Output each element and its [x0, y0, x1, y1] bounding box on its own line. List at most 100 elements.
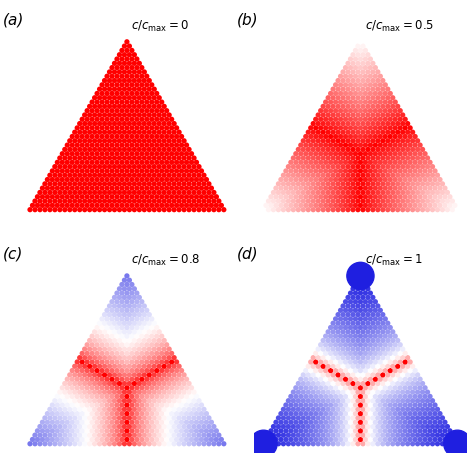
Point — [175, 146, 183, 153]
Point — [121, 137, 128, 145]
Point — [366, 90, 374, 97]
Point — [434, 180, 441, 188]
Point — [359, 380, 367, 387]
Point — [91, 163, 99, 171]
Point — [126, 128, 133, 136]
Point — [334, 206, 342, 213]
Point — [128, 401, 136, 409]
Point — [86, 431, 93, 439]
Point — [108, 124, 116, 132]
Point — [81, 137, 89, 145]
Point — [369, 380, 377, 387]
Point — [93, 427, 101, 435]
Point — [339, 319, 347, 327]
Point — [66, 206, 73, 213]
Point — [376, 193, 384, 201]
Point — [307, 427, 315, 435]
Point — [163, 124, 171, 132]
Point — [356, 55, 364, 63]
Point — [118, 73, 126, 80]
Point — [342, 184, 349, 192]
Point — [106, 371, 113, 379]
Point — [364, 285, 372, 292]
Point — [376, 427, 384, 435]
Point — [304, 172, 312, 179]
Point — [344, 111, 352, 119]
Point — [356, 436, 364, 443]
Point — [76, 380, 83, 387]
Point — [337, 141, 344, 149]
Point — [282, 176, 290, 183]
Point — [324, 414, 332, 422]
Point — [73, 176, 81, 183]
Point — [193, 176, 201, 183]
Point — [324, 363, 332, 370]
Point — [366, 98, 374, 106]
Point — [153, 392, 161, 400]
Point — [290, 414, 297, 422]
Point — [280, 189, 287, 196]
Point — [116, 102, 123, 110]
Point — [352, 401, 359, 409]
Point — [106, 206, 113, 213]
Point — [165, 363, 173, 370]
Point — [108, 158, 116, 166]
Point — [123, 392, 131, 400]
Point — [329, 354, 337, 362]
Point — [93, 98, 101, 106]
Point — [349, 128, 357, 136]
Point — [118, 141, 126, 149]
Point — [155, 328, 163, 336]
Point — [317, 107, 325, 114]
Point — [165, 197, 173, 205]
Point — [359, 345, 367, 353]
Point — [51, 189, 59, 196]
Point — [173, 392, 181, 400]
Point — [369, 397, 377, 404]
Point — [106, 85, 113, 93]
Point — [384, 120, 392, 128]
Point — [392, 176, 399, 183]
Point — [369, 189, 377, 196]
Point — [133, 315, 141, 323]
Point — [136, 180, 143, 188]
Point — [344, 423, 352, 430]
Point — [136, 371, 143, 379]
Point — [372, 367, 379, 374]
Point — [96, 120, 103, 128]
Point — [419, 423, 427, 430]
Point — [401, 116, 409, 123]
Point — [349, 102, 357, 110]
Point — [86, 154, 93, 162]
Point — [88, 332, 96, 340]
Point — [86, 102, 93, 110]
Point — [111, 206, 118, 213]
Point — [372, 107, 379, 114]
Point — [369, 431, 377, 439]
Point — [133, 55, 141, 63]
Point — [150, 180, 158, 188]
Point — [364, 85, 372, 93]
Point — [38, 193, 46, 201]
Point — [302, 158, 310, 166]
Point — [384, 163, 392, 171]
Point — [434, 206, 441, 213]
Point — [436, 436, 444, 443]
Point — [46, 414, 54, 422]
Point — [290, 206, 297, 213]
Point — [113, 201, 121, 209]
Point — [349, 293, 357, 301]
Point — [91, 197, 99, 205]
Point — [414, 146, 421, 153]
Point — [354, 197, 362, 205]
Point — [344, 189, 352, 196]
Point — [58, 201, 66, 209]
Point — [210, 189, 218, 196]
Point — [108, 375, 116, 383]
Point — [337, 375, 344, 383]
Point — [148, 158, 155, 166]
Point — [68, 427, 76, 435]
Point — [116, 189, 123, 196]
Point — [136, 431, 143, 439]
Point — [178, 384, 185, 392]
